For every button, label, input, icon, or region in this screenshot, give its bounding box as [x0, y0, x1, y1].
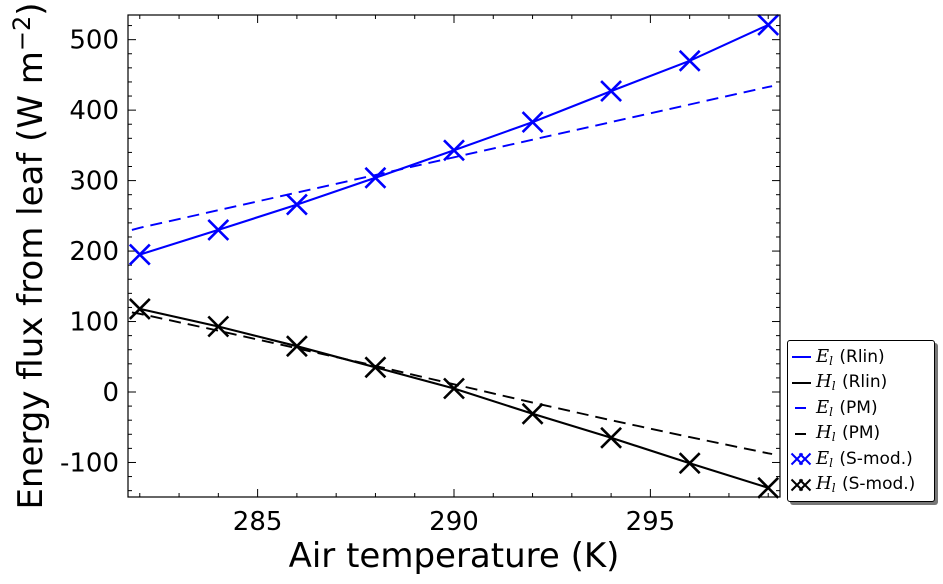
y-tick-label-500: 500: [69, 26, 119, 56]
y-tick-label-100: 100: [69, 308, 119, 338]
y-tick-label-0: 0: [102, 378, 119, 408]
e-l-rlin-sample: [792, 356, 811, 358]
x-tick-label-285: 285: [233, 507, 283, 537]
h-l-rlin-sample: [792, 381, 811, 384]
x-tick-label-290: 290: [429, 507, 479, 537]
x-tick-label-295: 295: [626, 507, 676, 537]
h-l-s-mod-sample: [790, 478, 812, 492]
y-axis-label: Energy flux from leaf (W m−2): [8, 2, 51, 509]
x-axis-label: Air temperature (K): [289, 536, 620, 576]
e-l-s-mod-sample: [790, 453, 812, 466]
y-tick-label--100: -100: [60, 448, 119, 478]
series: [128, 13, 780, 499]
legend-entry-h-l-pm: Hl (PM): [790, 422, 932, 445]
h-l-pm-line: [131, 311, 773, 455]
h-l-pm-sample: [795, 432, 806, 435]
e-l-pm-sample: [795, 407, 806, 410]
tick-labels: 285 290 295 -100 0 100 200 300 400 500: [60, 26, 675, 537]
y-tick-label-400: 400: [69, 96, 119, 126]
e-l-s-mod-markers: [128, 13, 780, 266]
y-tick-label-300: 300: [69, 167, 119, 197]
legend-entry-e-l-s-mod: El (S-mod.): [790, 448, 932, 470]
plot-border: [127, 14, 781, 498]
legend-label: El (PM): [816, 396, 878, 419]
e-l-rlin-line: [139, 23, 769, 256]
legend-label: El (S-mod.): [816, 447, 913, 470]
h-l-rlin-line: [139, 307, 769, 489]
legend-label: El (Rlin): [816, 345, 885, 368]
legend-entry-e-l-pm: El (PM): [790, 397, 932, 419]
legend-entry-h-l-s-mod: Hl (S-mod.): [790, 473, 932, 496]
legend-label: Hl (Rlin): [816, 371, 888, 394]
axes-ticks: [128, 15, 780, 497]
legend-label: Hl (PM): [816, 422, 881, 445]
y-tick-label-200: 200: [69, 237, 119, 267]
legend: El (Rlin) Hl (Rlin) El (PM) Hl (PM) El (S-mo…: [787, 340, 935, 502]
legend-entry-e-l-rlin: El (Rlin): [790, 346, 932, 368]
legend-entry-h-l-rlin: Hl (Rlin): [790, 371, 932, 394]
h-l-s-mod-markers: [128, 297, 780, 499]
e-l-pm-line: [131, 85, 773, 231]
legend-label: Hl (S-mod.): [816, 473, 916, 496]
